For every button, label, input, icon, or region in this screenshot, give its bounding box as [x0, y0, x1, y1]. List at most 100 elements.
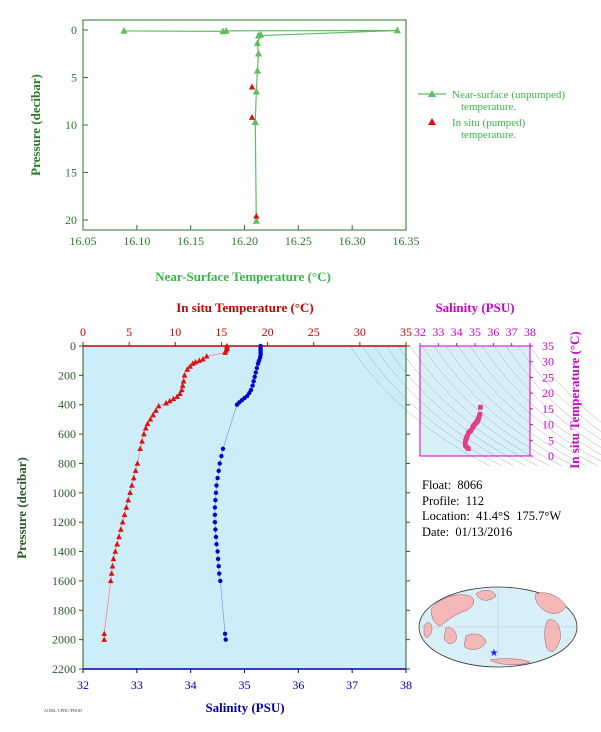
nearsurface-point [257, 30, 265, 38]
temperature-point [203, 353, 210, 359]
salinity-point [217, 571, 222, 576]
float-location: Location: 41.4°S 175.7°W [422, 509, 562, 523]
top-y-tick-label: 0 [71, 23, 77, 37]
legend-label-nearsurface-2: temperature. [461, 101, 517, 113]
density-contour [409, 345, 551, 467]
nearsurface-point [253, 39, 262, 47]
pressure-tick-label: 400 [58, 398, 76, 412]
insitu-point [253, 212, 260, 219]
temperature-tick-label: 30 [354, 325, 366, 339]
temperature-point [144, 420, 151, 427]
temperature-point [108, 570, 115, 576]
salinity-point [215, 475, 220, 481]
density-contour [529, 345, 601, 423]
profile-date: Date: 01/13/2016 [422, 524, 513, 539]
salinity-point [222, 631, 228, 636]
density-contour [505, 345, 601, 441]
temperature-point [117, 526, 124, 532]
ts-salinity-tick-label: 33 [432, 325, 444, 339]
salinity-point [215, 549, 220, 554]
top-x-tick-label: 16.25 [285, 234, 312, 248]
ts-point [466, 430, 471, 436]
temperature-point [121, 511, 128, 518]
legend-label-insitu-1: In situ (pumped) [452, 117, 526, 129]
temperature-point [110, 555, 117, 562]
temperature-point [134, 460, 141, 466]
temperature-tick-label: 20 [262, 325, 274, 339]
salinity-point [216, 564, 221, 569]
pressure-tick-label: 2000 [52, 633, 76, 647]
profile-number: Profile: 112 [422, 493, 485, 508]
nearsurface-point [222, 26, 230, 34]
legend-label-nearsurface-1: Near-surface (unpumped) [452, 89, 565, 101]
temperature-point [181, 372, 188, 378]
temperature-point [132, 467, 139, 474]
salinity-point [219, 453, 224, 459]
pressure-tick-label: 800 [58, 456, 76, 470]
temperature-tick-label: 5 [126, 325, 132, 339]
source-stamp: AOML/CPHC/PHOD [44, 708, 83, 713]
insitu-point [248, 83, 256, 90]
salinity-point [250, 383, 255, 388]
legend-marker-nearsurface [428, 90, 436, 97]
top-y-tick-label: 5 [71, 71, 77, 85]
ts-temperature-tick-label: 25 [542, 370, 554, 384]
float-location-marker: ★ [490, 648, 499, 659]
salinity-tick-label: 38 [400, 678, 412, 692]
temperature-point [141, 430, 147, 437]
ts-salinity-tick-label: 35 [469, 325, 481, 339]
temperature-point [123, 504, 130, 510]
profile-chart: 0 5 10 15 20 25 30 35 32 33 34 35 36 37 38 0 200 400 600 80… [14, 300, 412, 715]
top-chart-frame [82, 19, 407, 231]
top-x-tick-label: 16.10 [123, 234, 150, 248]
nearsurface-point [120, 26, 128, 34]
profile-chart-series [101, 342, 263, 642]
salinity-point [254, 365, 260, 371]
temperature-point [179, 382, 186, 388]
temperature-point [127, 489, 133, 496]
salinity-tick-label: 37 [346, 678, 358, 692]
salinity-tick-label: 36 [292, 678, 304, 692]
temperature-point [189, 360, 196, 366]
pressure-tick-label: 0 [70, 339, 76, 353]
temperature-point [166, 397, 173, 404]
temperature-point [174, 393, 181, 399]
temperature-point [139, 438, 145, 444]
salinity-tick-label: 34 [185, 678, 197, 692]
top-y-tick-label: 10 [65, 118, 77, 132]
temperature-point [180, 378, 187, 384]
temperature-point [147, 416, 154, 422]
density-contour [349, 345, 491, 467]
top-x-tick-label: 16.05 [70, 234, 97, 248]
nearsurface-point [252, 216, 260, 224]
temperature-point [101, 630, 108, 637]
ts-frame [419, 345, 531, 457]
ts-temperature-tick-label: 15 [542, 402, 554, 416]
salinity-tick-label: 35 [239, 678, 251, 692]
pressure-tick-label: 1000 [52, 486, 76, 500]
pressure-tick-label: 1400 [52, 545, 76, 559]
temperature-point [119, 518, 126, 525]
temperature-tick-label: 35 [400, 325, 412, 339]
profile-chart-ticks: 0 5 10 15 20 25 30 35 32 33 34 35 36 37 38 0 200 400 600 80… [52, 325, 412, 692]
top-chart-legend: Near-surface (unpumped) temperature. In … [418, 89, 565, 141]
nearsurface-point [253, 66, 262, 74]
top-x-tick-label: 16.20 [231, 234, 258, 248]
temperature-point [114, 541, 121, 547]
salinity-point [217, 461, 222, 466]
ts-salinity-label: Salinity (PSU) [435, 300, 514, 315]
salinity-tick-label: 32 [77, 678, 89, 692]
density-contour [433, 345, 575, 467]
temperature-tick-label: 0 [80, 325, 86, 339]
near-surface-chart: 16.05 16.10 16.15 16.20 16.25 16.30 16.35 0 5 10 1… [28, 19, 565, 284]
density-contour [385, 345, 527, 467]
pressure-tick-label: 1200 [52, 515, 76, 529]
salinity-point [216, 468, 221, 473]
nearsurface-point [251, 118, 259, 125]
salinity-point [218, 578, 223, 584]
density-contour [445, 345, 587, 467]
salinity-point [251, 379, 256, 384]
